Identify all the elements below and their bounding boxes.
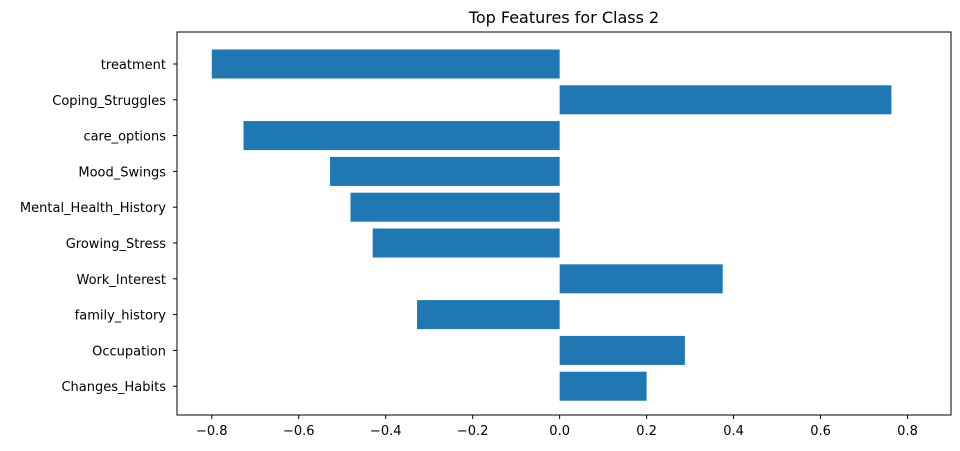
bar-Mood_Swings — [330, 156, 560, 186]
x-tick-label: −0.8 — [196, 424, 228, 439]
bar-Coping_Struggles — [559, 85, 892, 115]
bar-Occupation — [559, 335, 685, 365]
bar-family_history — [417, 300, 560, 330]
y-tick-label: Occupation — [92, 344, 166, 359]
y-tick-label: Growing_Stress — [66, 237, 167, 252]
x-tick-label: 0.0 — [549, 424, 570, 439]
y-tick-label: Coping_Struggles — [52, 94, 166, 109]
x-tick-label: −0.2 — [457, 424, 489, 439]
y-tick-label: treatment — [101, 58, 166, 73]
y-tick-label: Changes_Habits — [61, 380, 166, 395]
bar-Mental_Health_History — [350, 192, 560, 222]
bar-Changes_Habits — [559, 371, 647, 401]
x-tick-label: −0.4 — [370, 424, 402, 439]
bar-Growing_Stress — [372, 228, 560, 258]
x-tick-label: 0.2 — [636, 424, 657, 439]
y-tick-label: Mental_Health_History — [20, 201, 166, 216]
y-tick-label: Work_Interest — [76, 273, 166, 288]
y-tick-label: care_options — [83, 130, 166, 145]
bar-Work_Interest — [559, 264, 723, 294]
x-tick-label: 0.8 — [897, 424, 918, 439]
x-tick-label: −0.6 — [283, 424, 315, 439]
plot-frame — [176, 31, 952, 416]
y-tick-label: family_history — [75, 309, 167, 324]
y-tick-label: Mood_Swings — [78, 165, 166, 180]
bar-treatment — [211, 49, 560, 79]
x-tick-label: 0.4 — [723, 424, 744, 439]
x-tick-label: 0.6 — [810, 424, 831, 439]
chart-title: Top Features for Class 2 — [468, 8, 659, 27]
bar-care_options — [243, 121, 560, 151]
